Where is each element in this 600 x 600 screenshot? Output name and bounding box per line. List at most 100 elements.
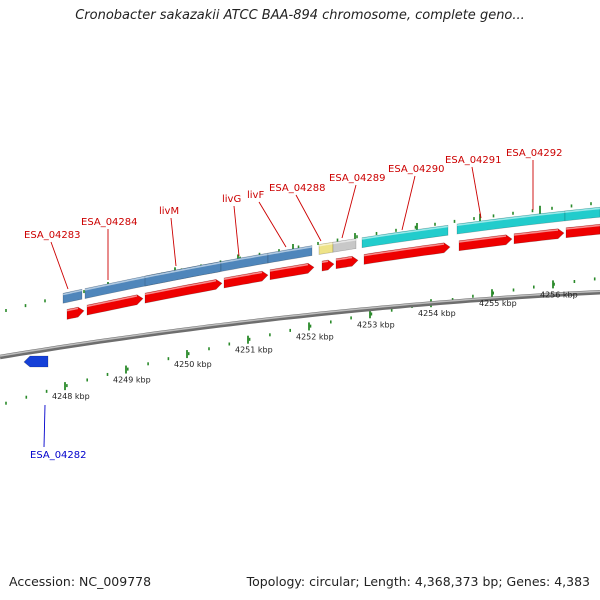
gene-esa-04292	[564, 206, 600, 222]
gene-esa-04289-highlight	[332, 239, 357, 245]
kbp-tick-label: 4249 kbp	[113, 376, 151, 385]
cds-arrow-1	[66, 306, 85, 320]
gene-livf-shape	[267, 245, 313, 264]
gene-livf	[267, 245, 313, 264]
gene-label-esa-04283[interactable]: ESA_04283	[24, 230, 81, 290]
gene-label-text[interactable]: ESA_04289	[329, 173, 386, 184]
kbp-tick-label: 4254 kbp	[418, 309, 456, 318]
kbp-tick-label: 4248 kbp	[52, 392, 90, 401]
cds-arrow-1-highlight	[66, 307, 79, 312]
cds-arrow-2-highlight	[86, 295, 138, 308]
gene-label-text[interactable]: livG	[222, 194, 241, 205]
cds-arrow-11	[565, 223, 600, 239]
gene-label-esa-04282[interactable]: ESA_04282	[30, 404, 87, 461]
cds-arrow-3-highlight	[144, 279, 217, 296]
gene-label-text[interactable]: ESA_04290	[388, 164, 445, 175]
gene-livm-highlight	[144, 261, 222, 279]
leader-line	[295, 194, 322, 242]
gene-label-esa-04291[interactable]: ESA_04291	[445, 155, 502, 219]
gene-label-esa-04292[interactable]: ESA_04292	[506, 148, 563, 210]
backbone-line	[0, 289, 600, 360]
gene-livf-highlight	[267, 246, 313, 256]
kbp-tick-label: 4255 kbp	[479, 299, 517, 308]
chromosome-backbone	[0, 289, 600, 360]
gene-label-livm[interactable]: livM	[159, 206, 179, 267]
backbone-highlight	[0, 290, 600, 357]
cds-arrow-8-shape	[363, 242, 451, 265]
gene-esa-04290-shape	[361, 224, 449, 249]
cds-arrow-5-shape	[269, 262, 315, 281]
leader-line	[341, 184, 357, 239]
cds-arrow-9-highlight	[458, 235, 507, 243]
cds-arrow-4	[223, 270, 269, 289]
gene-label-text[interactable]: ESA_04284	[81, 217, 138, 228]
kbp-tick-labels: 4248 kbp 4249 kbp 4250 kbp 4251 kbp 4252 kbp…	[52, 290, 578, 401]
gene-label-text[interactable]: ESA_04291	[445, 155, 502, 166]
kbp-tick-label: 4252 kbp	[296, 332, 334, 341]
cds-arrow-4-highlight	[223, 271, 263, 280]
gene-esa-04288	[318, 241, 334, 255]
gene-label-esa-04288[interactable]: ESA_04288	[269, 183, 326, 242]
cds-arrow-9-shape	[458, 234, 513, 252]
gene-esa-04289	[332, 238, 357, 253]
kbp-tick-label: 4251 kbp	[235, 346, 273, 355]
cds-arrow-7-highlight	[335, 256, 353, 261]
leader-line	[258, 201, 287, 248]
gene-label-esa-04284[interactable]: ESA_04284	[81, 217, 138, 280]
cds-track[interactable]	[66, 223, 600, 320]
gene-label-esa-04290[interactable]: ESA_04290	[388, 164, 445, 231]
gene-label-esa-04289[interactable]: ESA_04289	[329, 173, 386, 239]
cds-arrow-5-highlight	[269, 263, 309, 272]
cds-arrow-10-highlight	[513, 229, 559, 236]
leader-line	[401, 175, 416, 231]
leader-line	[471, 166, 482, 219]
cds-arrow-7	[335, 255, 359, 270]
cds-arrow-8	[363, 242, 451, 265]
leader-line	[43, 404, 46, 448]
gene-label-text[interactable]: ESA_04282	[30, 450, 87, 461]
leader-line	[170, 217, 177, 267]
gene-label-livg[interactable]: livG	[222, 194, 241, 257]
kbp-tick-label: 4250 kbp	[174, 360, 212, 369]
cds-arrow-10	[513, 228, 565, 245]
cds-arrow-5	[269, 262, 315, 281]
gene-esa-04283	[62, 288, 83, 304]
cds-arrow-6-highlight	[321, 260, 329, 263]
gene-esa-04291-highlight	[456, 211, 566, 226]
gene-esa-04283-highlight	[62, 289, 83, 296]
gene-esa-04292-highlight	[564, 207, 600, 213]
gene-track[interactable]	[23, 206, 600, 368]
leader-line	[50, 241, 69, 290]
gene-label-text[interactable]: ESA_04288	[269, 183, 326, 194]
cds-arrow-2-shape	[86, 294, 144, 316]
gene-livg	[220, 252, 269, 272]
cds-arrow-3-shape	[144, 279, 223, 304]
genome-summary-text: Topology: circular; Length: 4,368,373 bp…	[246, 574, 590, 589]
gene-label-text[interactable]: livM	[159, 206, 179, 217]
gene-esa-04282	[23, 355, 49, 368]
cds-arrow-11-highlight	[565, 224, 600, 230]
cds-arrow-3	[144, 279, 223, 304]
leader-line	[233, 205, 240, 257]
gene-esa-04290-highlight	[361, 225, 449, 240]
cds-arrow-8-highlight	[363, 243, 445, 257]
gene-label-text[interactable]: ESA_04292	[506, 148, 563, 159]
accession-text: Accession: NC_009778	[9, 574, 152, 589]
cds-arrow-9	[458, 234, 513, 252]
cds-arrow-6	[321, 259, 335, 272]
cds-arrow-6-shape	[321, 259, 335, 272]
gene-esa-04290	[361, 224, 449, 249]
gene-livg-highlight	[220, 253, 269, 264]
kbp-tick-label: 4253 kbp	[357, 320, 395, 329]
gene-label-livf[interactable]: livF	[247, 190, 287, 248]
cds-arrow-10-shape	[513, 228, 565, 245]
gene-esa-04282-shape	[23, 355, 49, 368]
map-title: Cronobacter sakazakii ATCC BAA-894 chrom…	[75, 8, 525, 23]
gene-label-text[interactable]: livF	[247, 190, 264, 201]
cds-arrow-4-shape	[223, 270, 269, 289]
cds-arrow-2	[86, 294, 144, 316]
kbp-tick-label: 4256 kbp	[540, 290, 578, 299]
gene-label-text[interactable]: ESA_04283	[24, 230, 81, 241]
